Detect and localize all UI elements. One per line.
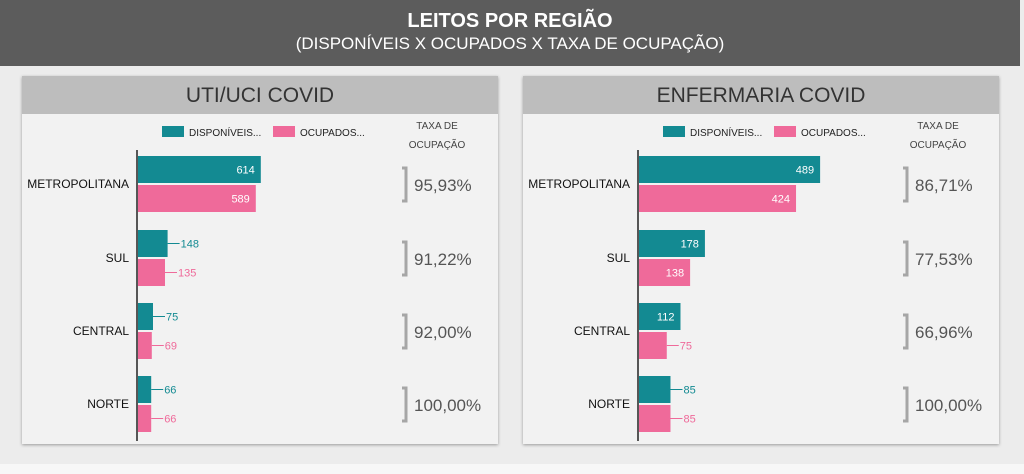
data-label-metropolitana-0: 614 [236,165,254,177]
rate-header-line2: OCUPAÇÃO [409,138,466,151]
legend-label-0: DISPONÍVEIS... [690,126,762,139]
data-label-sul-0: 148 [181,239,199,251]
data-label-central-0: 112 [657,312,675,324]
bar-metropolitana-ocupados [639,185,797,212]
rate-bracket-norte [903,386,909,423]
rate-bracket-norte [402,386,408,423]
dashboard-header: LEITOS POR REGIÃO (DISPONÍVEIS X OCUPADO… [0,0,1020,66]
rate-value-metropolitana: 95,93% [414,176,472,195]
rate-value-central: 92,00% [414,323,472,342]
bar-norte-ocupados [639,405,671,432]
data-label-norte-0: 85 [683,385,695,397]
legend-swatch-0 [162,126,184,137]
bar-central-ocupados [138,332,152,359]
dashboard-subtitle: (DISPONÍVEIS X OCUPADOS X TAXA DE OCUPAÇ… [295,34,725,53]
data-label-metropolitana-1: 589 [231,194,249,206]
rate-value-central: 66,96% [915,323,973,342]
bar-sul-disponiveis [138,230,168,257]
enfermaria-panel: ENFERMARIA COVID DISPONÍVEIS... OCUPADOS.… [523,76,999,444]
rate-value-sul: 91,22% [414,250,472,269]
rate-bracket-sul [903,240,909,277]
rate-header-line1: TAXA DE [416,121,458,132]
rate-value-metropolitana: 86,71% [915,176,973,195]
rate-bracket-central [402,313,408,350]
category-label-norte: NORTE [588,397,630,411]
data-label-metropolitana-1: 424 [772,194,790,206]
footer-strip [0,464,1024,474]
enfermaria-panel-title: ENFERMARIA COVID [523,76,999,114]
category-label-central: CENTRAL [73,324,129,338]
rate-bracket-metropolitana [903,166,909,203]
bar-sul-ocupados [639,259,691,286]
dashboard-title: LEITOS POR REGIÃO [407,10,613,32]
rate-bracket-metropolitana [402,166,408,203]
data-label-central-0: 75 [166,312,178,324]
bar-central-disponiveis [138,303,153,330]
bar-sul-disponiveis [639,230,705,257]
bar-norte-disponiveis [639,376,671,403]
data-label-central-1: 69 [165,341,177,353]
uti-panel-title: UTI/UCI COVID [22,76,498,114]
bar-norte-ocupados [138,405,152,432]
rate-value-sul: 77,53% [915,250,973,269]
legend-swatch-0 [663,126,685,137]
rate-header-line1: TAXA DE [917,121,959,132]
legend-swatch-1 [774,126,796,137]
bar-norte-disponiveis [138,376,152,403]
data-label-metropolitana-0: 489 [796,165,814,177]
bar-central-disponiveis [639,303,681,330]
category-label-sul: SUL [106,251,130,265]
category-label-metropolitana: METROPOLITANA [27,177,129,191]
legend-label-1: OCUPADOS... [300,128,365,139]
legend-label-0: DISPONÍVEIS... [189,126,261,139]
rate-header-line2: OCUPAÇÃO [910,138,967,151]
data-label-sul-0: 178 [681,239,699,251]
category-label-norte: NORTE [87,397,129,411]
rate-bracket-sul [402,240,408,277]
data-label-norte-1: 66 [164,414,176,426]
legend-label-1: OCUPADOS... [801,128,866,139]
data-label-sul-1: 135 [178,268,196,280]
data-label-sul-1: 138 [666,268,684,280]
bar-metropolitana-disponiveis [639,156,821,183]
category-label-sul: SUL [607,251,631,265]
uti-panel: UTI/UCI COVID DISPONÍVEIS... OCUPADOS... T… [22,76,498,444]
bar-metropolitana-ocupados [138,185,256,212]
data-label-central-1: 75 [680,341,692,353]
bar-central-ocupados [639,332,667,359]
uti-chart: DISPONÍVEIS... OCUPADOS... TAXA DE OCUPAÇÃO… [27,121,481,441]
rate-value-norte: 100,00% [915,396,982,415]
bar-metropolitana-disponiveis [138,156,261,183]
legend-swatch-1 [273,126,295,137]
rate-bracket-central [903,313,909,350]
data-label-norte-0: 66 [164,385,176,397]
rate-value-norte: 100,00% [414,396,481,415]
enfermaria-chart: DISPONÍVEIS... OCUPADOS... TAXA DE OCUPAÇÃO… [528,121,982,441]
data-label-norte-1: 85 [683,414,695,426]
bar-sul-ocupados [138,259,165,286]
category-label-central: CENTRAL [574,324,630,338]
category-label-metropolitana: METROPOLITANA [528,177,630,191]
